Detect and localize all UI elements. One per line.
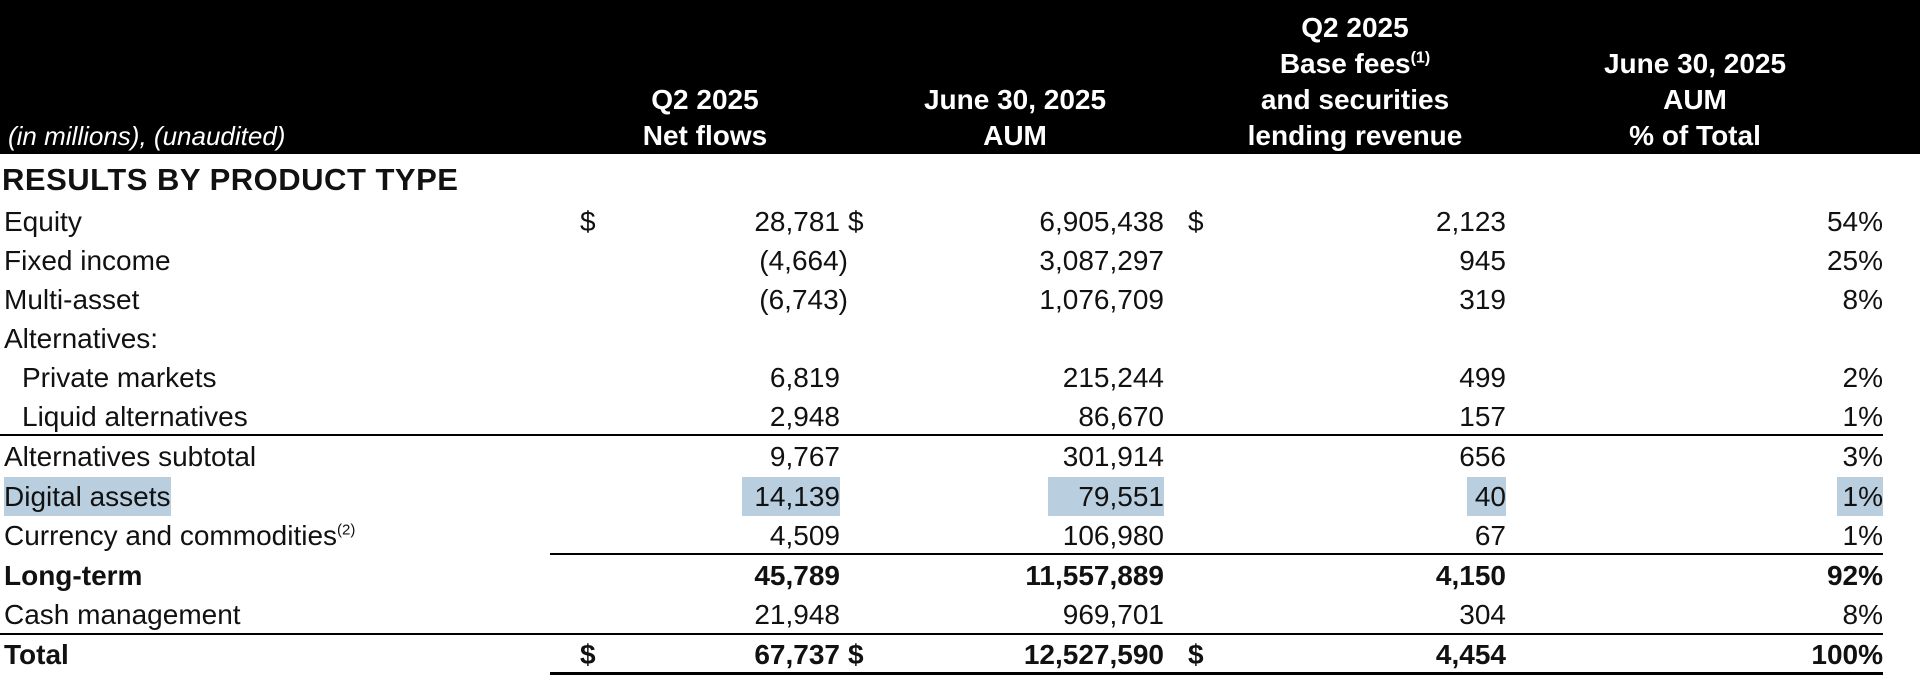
aum-value: 1,076,709 xyxy=(1039,284,1164,315)
aum-value: 12,527,590 xyxy=(1023,639,1164,670)
net-flows-value: 4,509 xyxy=(769,520,840,551)
row-label: Multi-asset xyxy=(4,284,140,315)
dollar-sign: $ xyxy=(580,639,596,670)
table-row-highlighted: Digital assets 14,139 79,551 40 1% xyxy=(0,477,1920,516)
table-row-total: Total $ 67,737 $ 12,527,590 $ 4,454 100% xyxy=(0,635,1920,674)
pct-value: 92% xyxy=(1826,560,1883,591)
dollar-sign: $ xyxy=(1188,639,1204,670)
header-base-fees: Q2 2025 Base fees(1) and securities lend… xyxy=(1247,12,1463,151)
dollar-sign: $ xyxy=(580,206,596,237)
fees-value: 656 xyxy=(1459,441,1506,472)
fees-value: 2,123 xyxy=(1435,206,1506,237)
subtotal-rule xyxy=(0,434,1883,436)
row-label: Long-term xyxy=(4,560,143,591)
net-flows-value: 21,948 xyxy=(754,599,840,630)
row-label: Equity xyxy=(4,206,82,237)
total-bottom-rule xyxy=(550,672,1883,675)
row-label: Total xyxy=(4,639,69,670)
dollar-sign: $ xyxy=(1188,206,1204,237)
pct-value: 8% xyxy=(1842,284,1883,315)
table-row: Liquid alternatives 2,948 86,670 157 1% xyxy=(0,397,1920,436)
table-row: Alternatives: xyxy=(0,319,1920,358)
net-flows-value: (4,664) xyxy=(759,245,848,276)
row-label: Private markets xyxy=(22,362,217,393)
dollar-sign: $ xyxy=(848,206,864,237)
aum-value: 215,244 xyxy=(1062,362,1164,393)
fees-value: 945 xyxy=(1459,245,1506,276)
net-flows-value: 45,789 xyxy=(754,560,840,591)
header-aum-pct: June 30, 2025 AUM % of Total xyxy=(1603,48,1787,151)
row-label: Liquid alternatives xyxy=(22,401,248,432)
table-row: Equity $ 28,781 $ 6,905,438 $ 2,123 54% xyxy=(0,202,1920,241)
fees-value: 499 xyxy=(1459,362,1506,393)
table-row: Currency and commodities(2) 4,509 106,98… xyxy=(0,516,1920,555)
row-label: Digital assets xyxy=(4,477,171,516)
pct-value: 54% xyxy=(1826,206,1883,237)
longterm-rule xyxy=(550,553,1883,555)
dollar-sign: $ xyxy=(848,639,864,670)
fees-value: 4,454 xyxy=(1435,639,1506,670)
pct-value: 3% xyxy=(1842,441,1883,472)
aum-value: 3,087,297 xyxy=(1039,245,1164,276)
table-row: Fixed income (4,664) 3,087,297 945 25% xyxy=(0,241,1920,280)
pct-value: 2% xyxy=(1842,362,1883,393)
fees-value: 4,150 xyxy=(1435,560,1506,591)
total-rule xyxy=(0,633,1883,635)
pct-value: 1% xyxy=(1842,401,1883,432)
net-flows-value: 28,781 xyxy=(754,206,840,237)
header-net-flows: Q2 2025 Net flows xyxy=(642,84,768,151)
row-label: Currency and commodities(2) xyxy=(4,520,356,551)
net-flows-value: 14,139 xyxy=(742,477,840,516)
pct-value: 25% xyxy=(1826,245,1883,276)
pct-value: 1% xyxy=(1836,477,1883,516)
table-row: Private markets 6,819 215,244 499 2% xyxy=(0,358,1920,397)
fees-value: 319 xyxy=(1459,284,1506,315)
net-flows-value: 9,767 xyxy=(769,441,840,472)
table-row: Alternatives subtotal 9,767 301,914 656 … xyxy=(0,437,1920,476)
aum-value: 301,914 xyxy=(1062,441,1164,472)
row-label: Cash management xyxy=(4,599,241,630)
table-row: Multi-asset (6,743) 1,076,709 319 8% xyxy=(0,280,1920,319)
aum-value: 86,670 xyxy=(1078,401,1164,432)
row-label: Alternatives: xyxy=(4,323,159,354)
fees-value: 40 xyxy=(1466,477,1506,516)
row-label: Fixed income xyxy=(4,245,171,276)
section-title: RESULTS BY PRODUCT TYPE xyxy=(2,162,459,197)
aum-value: 969,701 xyxy=(1062,599,1164,630)
aum-value: 6,905,438 xyxy=(1039,206,1164,237)
net-flows-value: (6,743) xyxy=(759,284,848,315)
aum-value: 11,557,889 xyxy=(1025,560,1164,591)
net-flows-value: 6,819 xyxy=(769,362,840,393)
aum-value: 106,980 xyxy=(1062,520,1164,551)
units-note: (in millions), (unaudited) xyxy=(8,121,286,151)
aum-value: 79,551 xyxy=(1048,477,1164,516)
pct-value: 1% xyxy=(1842,520,1883,551)
table-header: (in millions), (unaudited) Q2 2025 Net f… xyxy=(0,0,1920,154)
row-label: Alternatives subtotal xyxy=(4,441,257,472)
fees-value: 67 xyxy=(1474,520,1506,551)
table-row-longterm: Long-term 45,789 11,557,889 4,150 92% xyxy=(0,556,1920,595)
table-row: Cash management 21,948 969,701 304 8% xyxy=(0,595,1920,634)
pct-value: 8% xyxy=(1842,599,1883,630)
fees-value: 304 xyxy=(1459,599,1506,630)
pct-value: 100% xyxy=(1811,639,1883,670)
net-flows-value: 2,948 xyxy=(769,401,840,432)
fees-value: 157 xyxy=(1459,401,1506,432)
header-aum: June 30, 2025 AUM xyxy=(923,84,1107,151)
net-flows-value: 67,737 xyxy=(754,639,840,670)
